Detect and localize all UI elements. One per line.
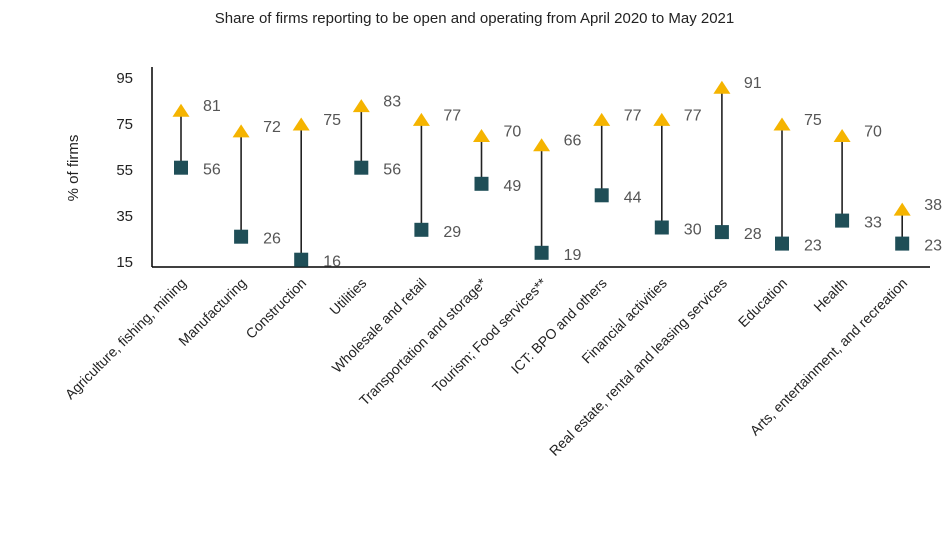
triangle-marker [292,117,310,131]
value-label: 26 [263,231,281,248]
y-axis-label: % of firms [65,135,82,202]
value-label: 83 [383,94,401,111]
value-label: 28 [744,226,762,243]
chart-title: Share of firms reporting to be open and … [214,10,735,27]
value-label: 77 [684,107,702,124]
y-tick-label: 15 [116,254,133,271]
value-label: 77 [624,107,642,124]
value-label: 49 [504,178,522,195]
value-label: 70 [504,124,522,141]
value-label: 23 [804,238,822,255]
value-label: 30 [684,222,702,239]
value-label: 33 [864,215,882,232]
y-tick-label: 75 [116,116,133,133]
value-label: 29 [443,224,461,241]
square-marker [234,229,249,244]
square-marker [714,225,729,240]
category-label: Construction [242,275,309,342]
value-label: 56 [383,162,401,179]
triangle-marker [593,112,611,126]
category-labels: Agriculture, fishing, miningManufacturin… [62,274,911,458]
data-markers [172,80,911,267]
y-tick-labels: 15 35 55 75 95 [116,70,133,271]
value-label: 66 [564,133,582,150]
value-label: 16 [323,254,341,271]
triangle-marker [473,129,490,142]
y-tick-label: 55 [116,162,133,179]
square-marker [895,236,910,251]
category-label: Health [810,275,850,315]
square-marker [835,213,850,228]
value-label: 75 [804,112,822,129]
square-marker [354,160,369,175]
value-label: 81 [203,98,221,115]
value-label: 23 [924,238,942,255]
value-label: 77 [443,107,461,124]
triangle-marker [533,138,551,152]
triangle-marker [412,112,430,126]
square-marker [174,160,188,175]
category-label: Utilities [326,275,369,318]
triangle-marker [352,99,370,113]
triangle-marker [833,129,851,142]
triangle-marker [713,80,731,94]
triangle-marker [773,117,791,131]
square-marker [474,176,489,191]
square-marker [654,220,669,235]
square-marker [775,236,789,251]
value-label: 91 [744,75,762,92]
value-label: 75 [323,112,341,129]
category-label: Agriculture, fishing, mining [62,275,189,402]
square-marker [414,222,429,237]
category-label: Education [735,275,790,330]
triangle-marker [232,124,250,138]
square-marker [534,245,549,260]
connector-lines [180,87,904,260]
value-label: 72 [263,119,281,136]
value-label: 70 [864,124,882,141]
category-label: Tourism; Food services** [429,274,550,395]
triangle-marker [172,103,190,117]
category-label: Transportation and storage* [356,274,490,408]
triangle-marker [893,202,911,216]
value-label: 44 [624,189,642,206]
square-marker [594,188,609,203]
value-labels: 56 81 26 72 16 75 56 83 29 77 49 70 19 66 44 77 30 77 28 91… [203,75,942,271]
value-label: 19 [564,247,582,264]
y-tick-label: 35 [116,208,133,225]
value-label: 56 [203,162,221,179]
y-tick-label: 95 [116,70,133,87]
triangle-marker [653,112,671,126]
value-label: 38 [924,197,942,214]
square-marker [294,252,309,267]
